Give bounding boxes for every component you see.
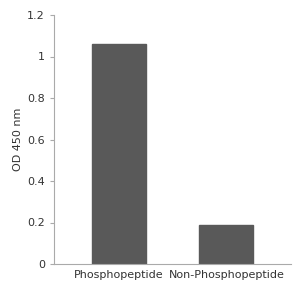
Bar <box>200 225 253 264</box>
Y-axis label: OD 450 nm: OD 450 nm <box>13 108 23 171</box>
Bar <box>92 44 146 264</box>
